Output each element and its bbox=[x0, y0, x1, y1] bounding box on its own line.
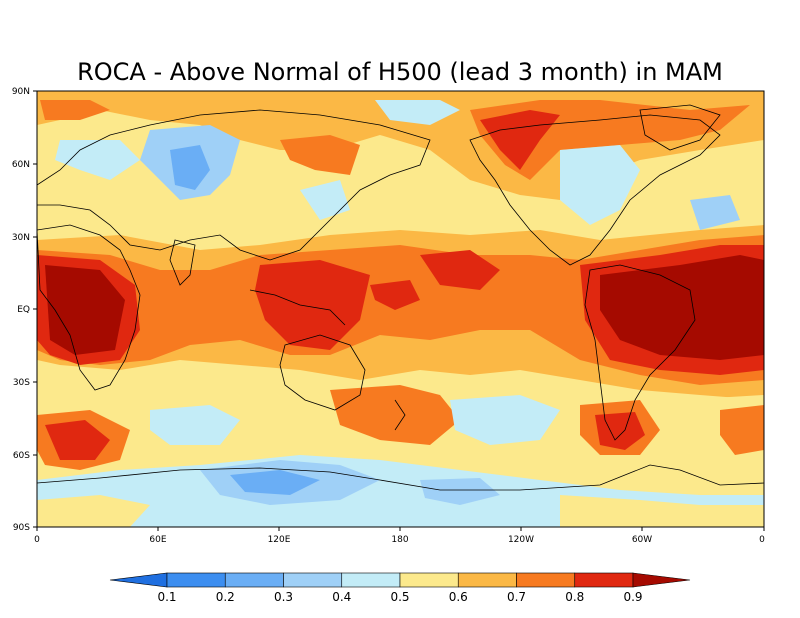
lat-tick-label: 90N bbox=[12, 87, 30, 97]
lat-tick-label: 30S bbox=[13, 378, 30, 388]
coastlines bbox=[37, 104, 764, 491]
lat-tick-label: 90S bbox=[13, 523, 30, 533]
lon-tick-label: 60E bbox=[149, 535, 166, 545]
lon-tick-label: 0 bbox=[34, 535, 40, 545]
colorbar-label: 0.8 bbox=[565, 590, 584, 604]
colorbar-label: 0.1 bbox=[157, 590, 176, 604]
lat-tick-label: EQ bbox=[17, 305, 30, 315]
colorbar-segment bbox=[341, 572, 401, 588]
colorbar-segment bbox=[457, 572, 517, 588]
colorbar-label: 0.6 bbox=[449, 590, 468, 604]
field-contours bbox=[37, 91, 764, 527]
colorbar-segment bbox=[516, 572, 576, 588]
plot-area bbox=[37, 91, 764, 527]
colorbar-low-triangle bbox=[109, 572, 168, 588]
colorbar-label: 0.7 bbox=[507, 590, 526, 604]
lat-tick-label: 30N bbox=[12, 233, 30, 243]
colorbar-label: 0.2 bbox=[216, 590, 235, 604]
lat-axis: 90N 60N 30N EQ 30S 60S 90S bbox=[12, 87, 37, 533]
colorbar-segment bbox=[224, 572, 284, 588]
colorbar-high-triangle bbox=[632, 572, 691, 588]
colorbar-segment bbox=[166, 572, 226, 588]
colorbar-segment bbox=[574, 572, 634, 588]
lat-tick-label: 60N bbox=[12, 160, 30, 170]
colorbar-segment bbox=[399, 572, 459, 588]
map-title: ROCA - Above Normal of H500 (lead 3 mont… bbox=[77, 58, 723, 86]
lon-axis: 0 60E 120E 180 120W 60W 0 bbox=[34, 527, 765, 545]
colorbar-segment bbox=[283, 572, 343, 588]
lon-tick-label: 60W bbox=[632, 535, 652, 545]
colorbar-label: 0.4 bbox=[332, 590, 351, 604]
lon-tick-label: 120W bbox=[508, 535, 534, 545]
colorbar: 0.1 0.2 0.3 0.4 0.5 0.6 0.7 0.8 0.9 bbox=[109, 572, 691, 604]
lat-tick-label: 60S bbox=[13, 451, 30, 461]
lon-tick-label: 0 bbox=[759, 535, 765, 545]
colorbar-label: 0.3 bbox=[274, 590, 293, 604]
colorbar-label: 0.5 bbox=[390, 590, 409, 604]
colorbar-label: 0.9 bbox=[623, 590, 642, 604]
lon-tick-label: 180 bbox=[391, 535, 408, 545]
lon-tick-label: 120E bbox=[268, 535, 291, 545]
